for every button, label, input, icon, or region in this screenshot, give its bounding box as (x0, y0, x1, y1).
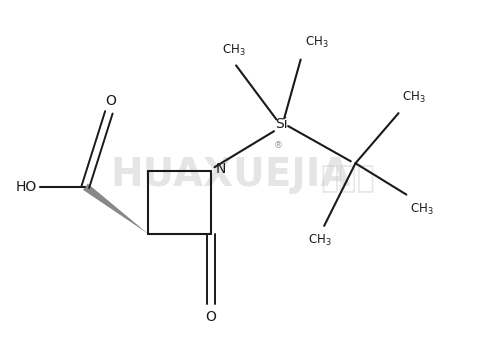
Polygon shape (83, 184, 148, 234)
Text: 化学加: 化学加 (320, 164, 375, 194)
Text: CH$_3$: CH$_3$ (402, 90, 426, 105)
Text: HUAXUEJIA: HUAXUEJIA (110, 156, 350, 194)
Text: CH$_3$: CH$_3$ (410, 202, 434, 217)
Text: CH$_3$: CH$_3$ (222, 42, 246, 58)
Text: CH$_3$: CH$_3$ (305, 35, 328, 50)
Text: O: O (106, 94, 116, 108)
Text: HO: HO (15, 180, 36, 194)
Text: Si: Si (275, 117, 288, 131)
Text: N: N (216, 162, 226, 176)
Text: CH$_3$: CH$_3$ (308, 233, 332, 248)
Text: O: O (205, 310, 216, 324)
Text: ®: ® (273, 141, 282, 150)
